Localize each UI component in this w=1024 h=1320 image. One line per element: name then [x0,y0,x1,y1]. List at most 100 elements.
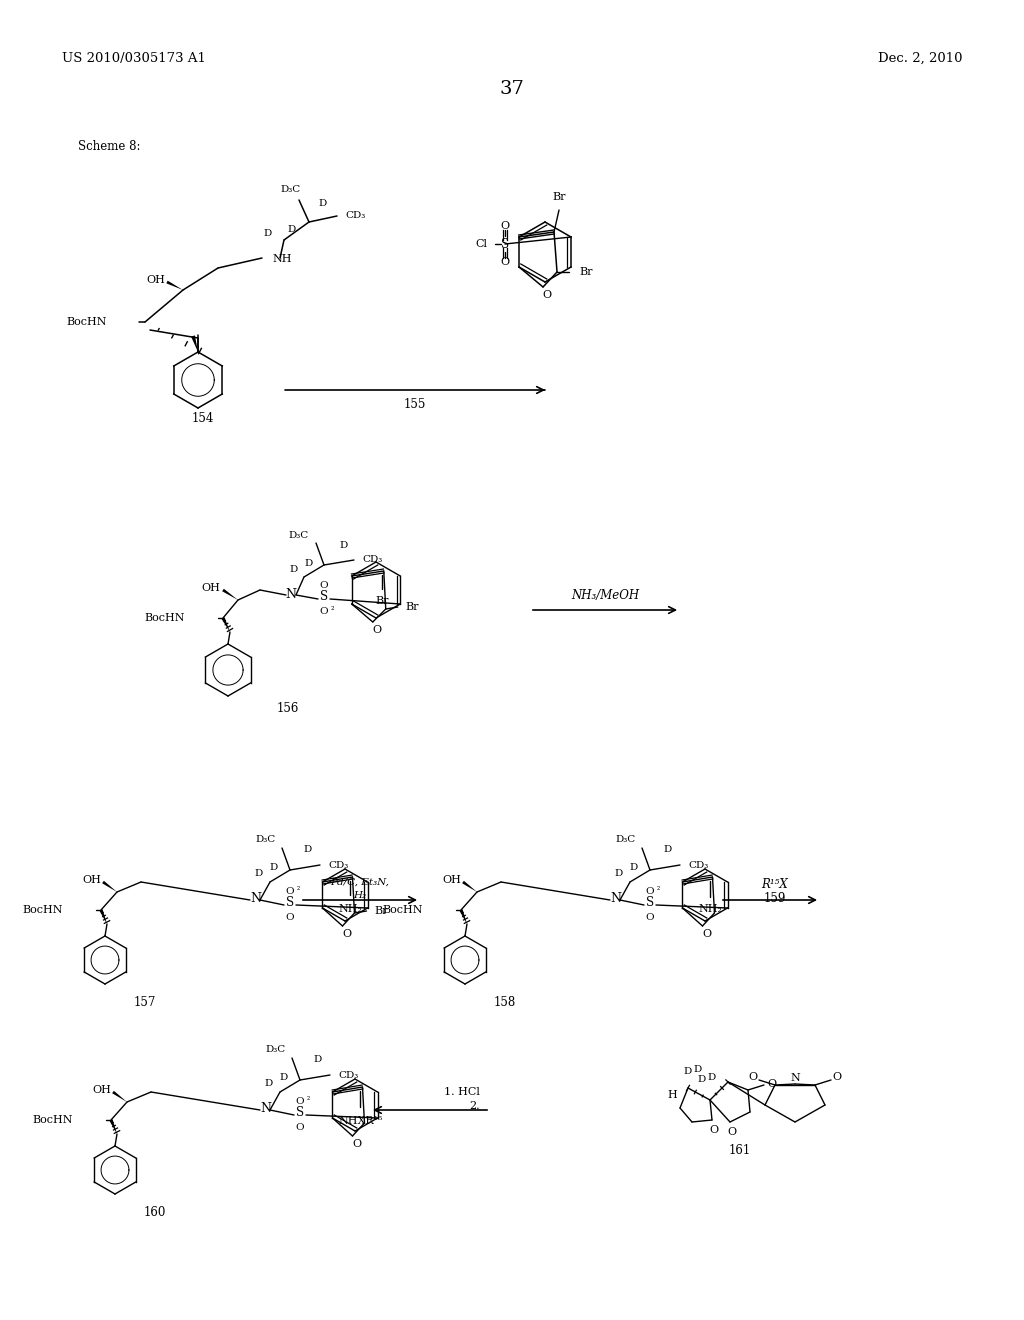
Text: Dec. 2, 2010: Dec. 2, 2010 [878,51,962,65]
Text: BocHN: BocHN [144,612,185,623]
Text: O: O [501,257,510,267]
Text: ₂: ₂ [330,602,334,611]
Text: ₂: ₂ [656,884,659,892]
Text: 160: 160 [143,1205,166,1218]
Text: D: D [305,558,313,568]
Polygon shape [166,281,183,290]
Text: OH: OH [92,1085,111,1096]
Text: D: D [630,863,638,873]
Text: O: O [296,1097,304,1106]
Text: H₂: H₂ [353,891,367,900]
Text: D₃C: D₃C [289,531,309,540]
Text: D: D [314,1056,323,1064]
Text: NHXR¹⁵: NHXR¹⁵ [338,1115,383,1126]
Text: CD₃: CD₃ [345,210,366,219]
Text: NH: NH [272,253,292,264]
Text: OH: OH [82,875,101,884]
Text: D: D [664,846,672,854]
Text: 2.: 2. [469,1101,480,1111]
Text: D: D [288,226,296,235]
Text: O: O [767,1078,776,1089]
Text: CD₃: CD₃ [328,861,348,870]
Text: D: D [270,863,279,873]
Text: D: D [614,870,623,879]
Text: H: H [667,1090,677,1100]
Text: BocHN: BocHN [67,317,106,327]
Text: D: D [684,1068,692,1077]
Text: O: O [372,624,381,635]
Text: 158: 158 [494,995,516,1008]
Text: O: O [286,887,294,895]
Text: D: D [318,199,327,209]
Text: S: S [501,238,509,251]
Text: 1. HCl: 1. HCl [444,1086,480,1097]
Polygon shape [110,1119,117,1134]
Text: O: O [710,1125,719,1135]
Text: 161: 161 [729,1143,752,1156]
Text: D: D [698,1076,707,1085]
Text: Pd/C, Et₃N,: Pd/C, Et₃N, [331,878,389,887]
Text: Scheme 8:: Scheme 8: [78,140,140,153]
Text: ₂: ₂ [296,884,300,892]
Text: O: O [286,912,294,921]
Text: NH₃/MeOH: NH₃/MeOH [571,589,639,602]
Text: Br: Br [375,597,388,606]
Polygon shape [460,909,467,924]
Text: N: N [286,587,297,601]
Text: D: D [694,1065,702,1074]
Text: O: O [352,1139,361,1148]
Text: D₃C: D₃C [615,836,636,845]
Text: D₃C: D₃C [281,186,301,194]
Text: N: N [791,1073,800,1082]
Text: Br: Br [552,191,566,202]
Text: CD₃: CD₃ [362,556,382,565]
Text: D: D [304,846,312,854]
Text: CD₃: CD₃ [338,1071,358,1080]
Text: 154: 154 [191,412,214,425]
Text: OH: OH [442,875,461,884]
Text: BocHN: BocHN [383,906,423,915]
Text: BocHN: BocHN [33,1115,73,1125]
Text: N: N [260,1102,271,1115]
Text: O: O [296,1122,304,1131]
Text: 156: 156 [276,701,299,714]
Text: S: S [646,896,654,909]
Text: D: D [290,565,298,573]
Text: N: N [251,892,261,906]
Text: S: S [286,896,294,909]
Text: S: S [319,590,328,603]
Text: US 2010/0305173 A1: US 2010/0305173 A1 [62,51,206,65]
Text: D₃C: D₃C [266,1045,286,1055]
Text: Br: Br [406,602,419,612]
Text: 155: 155 [403,397,426,411]
Text: O: O [646,887,654,895]
Text: ₂: ₂ [306,1094,309,1102]
Text: 37: 37 [500,81,524,98]
Text: NH₂: NH₂ [698,904,722,913]
Text: 157: 157 [134,995,157,1008]
Text: OH: OH [146,275,165,285]
Text: R¹⁵X: R¹⁵X [762,878,788,891]
Text: D: D [255,870,263,879]
Polygon shape [221,618,230,632]
Text: O: O [727,1127,736,1137]
Text: CD₃: CD₃ [688,861,709,870]
Text: D: D [265,1080,273,1089]
Polygon shape [462,880,477,892]
Text: Br: Br [375,906,388,916]
Text: 159: 159 [764,891,786,904]
Text: D: D [280,1073,288,1082]
Text: D₃C: D₃C [256,836,276,845]
Text: O: O [646,912,654,921]
Polygon shape [113,1090,127,1102]
Text: D: D [708,1073,716,1082]
Text: S: S [296,1106,304,1119]
Text: NH₂: NH₂ [339,904,362,913]
Text: Cl: Cl [475,239,487,249]
Polygon shape [99,909,106,924]
Polygon shape [191,335,198,352]
Polygon shape [102,880,117,892]
Text: O: O [833,1072,842,1082]
Text: N: N [610,892,622,906]
Text: O: O [501,220,510,231]
